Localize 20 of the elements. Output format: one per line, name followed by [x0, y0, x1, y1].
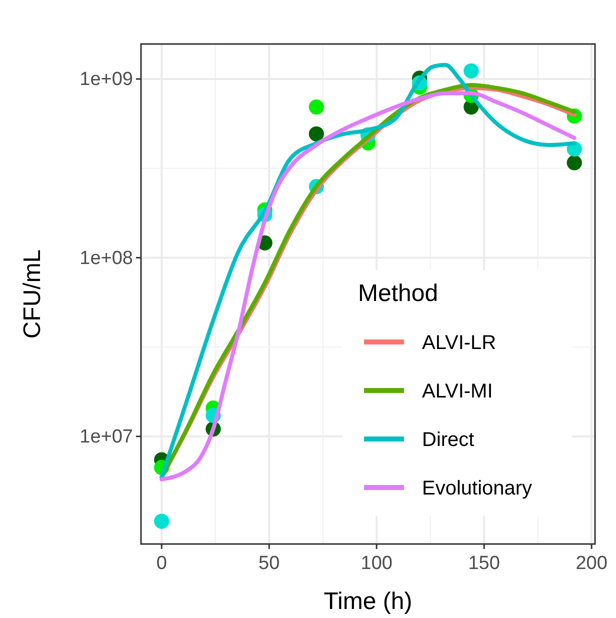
point: [308, 99, 324, 115]
y-tick-label: 1e+09: [80, 69, 133, 90]
legend-label: Direct: [422, 429, 475, 451]
y-axis-title: CFU/mL: [19, 249, 46, 339]
legend-label: Evolutionary: [422, 478, 532, 500]
legend-label: ALVI-LR: [422, 332, 496, 354]
x-tick-label: 0: [156, 553, 167, 574]
point: [464, 63, 479, 78]
legend-label: ALVI-MI: [422, 380, 493, 402]
point: [308, 126, 324, 142]
point: [566, 155, 582, 170]
x-axis-title: Time (h): [324, 588, 412, 615]
x-tick-label: 50: [258, 553, 280, 574]
point: [154, 514, 170, 529]
legend-title: Method: [358, 280, 438, 307]
x-tick-label: 150: [468, 553, 500, 574]
x-tick-label: 200: [576, 553, 608, 574]
y-tick-label: 1e+08: [80, 248, 133, 269]
x-tick-label: 100: [360, 553, 392, 574]
y-tick-label: 1e+07: [80, 426, 133, 448]
